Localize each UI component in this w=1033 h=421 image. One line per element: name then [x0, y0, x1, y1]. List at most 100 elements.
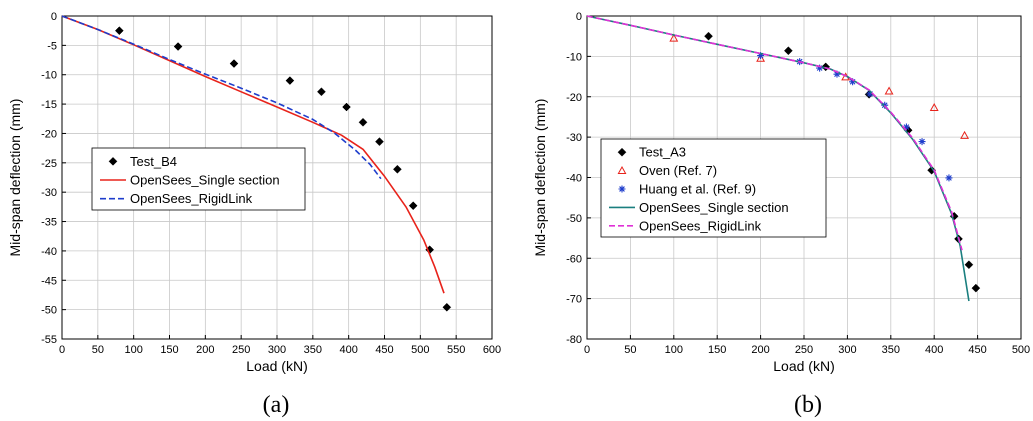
- series-line: [61, 15, 382, 180]
- data-point: [945, 174, 953, 182]
- x-tick-label: 200: [751, 344, 769, 356]
- x-tick-label: 50: [624, 344, 636, 356]
- data-point: [442, 302, 452, 312]
- y-tick-label: 0: [51, 11, 57, 23]
- x-tick-label: 300: [268, 344, 286, 356]
- x-tick-label: 350: [304, 344, 322, 356]
- chart-panel-a: 0 50 100 150 200 250 300 350 400 450 500 550 600 0 -5 -…: [7, 11, 501, 418]
- y-tick-label: -20: [41, 128, 57, 140]
- data-point: [704, 31, 713, 41]
- data-point: [902, 123, 910, 131]
- y-tick-label: 0: [576, 11, 582, 23]
- legend: Test_A3 Oven (Ref. 7) Huang et al. (Ref. 9…: [600, 138, 827, 238]
- y-tick-label: -50: [41, 305, 57, 317]
- data-point: [971, 283, 981, 293]
- series-0: [114, 26, 452, 312]
- x-tick-label: 200: [196, 344, 214, 356]
- legend-entry: Test_B4: [130, 154, 177, 169]
- x-axis-label: Load (kN): [246, 358, 307, 374]
- x-tick-label: 0: [584, 344, 590, 356]
- legend-marker: [618, 185, 626, 193]
- legend-marker: [617, 165, 627, 174]
- chart-panel-b: 0 50 100 150 200 250 300 350 400 450 500 0 -10 -20 -30…: [532, 11, 1030, 418]
- legend: Test_B4 OpenSees_Single section OpenSees_R…: [91, 147, 306, 211]
- data-point: [964, 260, 974, 270]
- y-tick-label: -10: [41, 70, 57, 82]
- y-tick-label: -25: [41, 158, 57, 170]
- data-point: [393, 164, 402, 174]
- legend-entry: Huang et al. (Ref. 9): [639, 182, 756, 197]
- panel-label: (b): [794, 392, 822, 418]
- x-tick-label: 500: [1012, 344, 1030, 356]
- data-point: [833, 70, 841, 78]
- data-point: [849, 78, 857, 86]
- data-point: [784, 46, 793, 56]
- x-tick-label: 150: [708, 344, 726, 356]
- x-tick-label: 250: [232, 344, 250, 356]
- x-tick-label: 400: [925, 344, 943, 356]
- x-tick-label: 100: [124, 344, 142, 356]
- x-tick-label: 450: [968, 344, 986, 356]
- panel-label: (a): [263, 392, 290, 418]
- x-tick-label: 350: [882, 344, 900, 356]
- x-tick-label: 50: [92, 344, 104, 356]
- data-point: [317, 87, 326, 97]
- x-tick-label: 500: [411, 344, 429, 356]
- y-tick-label: -20: [566, 92, 582, 104]
- data-point: [960, 130, 970, 139]
- y-tick-label: -35: [41, 217, 57, 229]
- data-point: [342, 102, 351, 112]
- series-2: [61, 15, 382, 180]
- data-point: [927, 165, 936, 175]
- series-line: [586, 15, 963, 251]
- series-4: [586, 15, 963, 251]
- y-axis-label: Mid-span deflection (mm): [532, 99, 548, 257]
- legend-entry: OpenSees_Single section: [639, 200, 789, 215]
- x-tick-label: 300: [838, 344, 856, 356]
- data-point: [884, 86, 894, 95]
- data-point: [918, 138, 926, 146]
- x-tick-label: 400: [339, 344, 357, 356]
- data-point: [229, 59, 239, 68]
- y-tick-label: -70: [566, 294, 582, 306]
- y-tick-label: -30: [566, 132, 582, 144]
- y-axis-label: Mid-span deflection (mm): [7, 99, 23, 257]
- data-point: [408, 201, 418, 211]
- legend-entry: Oven (Ref. 7): [639, 163, 717, 178]
- y-tick-label: -50: [566, 213, 582, 225]
- data-point: [285, 76, 295, 85]
- x-tick-label: 150: [160, 344, 178, 356]
- data-point: [757, 52, 765, 60]
- legend-marker: [617, 147, 627, 157]
- data-point: [929, 103, 939, 112]
- legend-entry: OpenSees_Single section: [130, 173, 280, 188]
- y-tick-label: -15: [41, 99, 57, 111]
- data-point: [173, 42, 183, 51]
- series-1: [669, 33, 970, 139]
- data-point: [866, 90, 874, 98]
- y-tick-label: -40: [566, 173, 582, 185]
- y-tick-label: -80: [566, 334, 582, 346]
- y-tick-label: -45: [41, 275, 57, 287]
- data-point: [375, 137, 384, 147]
- x-tick-label: 450: [375, 344, 393, 356]
- x-tick-label: 0: [59, 344, 65, 356]
- y-tick-label: -5: [47, 40, 57, 52]
- y-tick-label: -60: [566, 253, 582, 265]
- y-tick-label: -55: [41, 334, 57, 346]
- series-2: [757, 52, 953, 182]
- x-tick-label: 100: [665, 344, 683, 356]
- data-point: [358, 117, 368, 127]
- data-point: [114, 26, 124, 36]
- data-point: [669, 33, 679, 42]
- x-tick-label: 250: [795, 344, 813, 356]
- legend-box: [600, 138, 827, 238]
- y-tick-label: -10: [566, 51, 582, 63]
- x-tick-label: 600: [483, 344, 501, 356]
- legend-entry: OpenSees_RigidLink: [130, 191, 253, 206]
- legend-entry: OpenSees_RigidLink: [639, 218, 762, 233]
- x-axis-label: Load (kN): [773, 358, 834, 374]
- legend-entry: Test_A3: [639, 145, 686, 160]
- legend-box: [91, 147, 306, 211]
